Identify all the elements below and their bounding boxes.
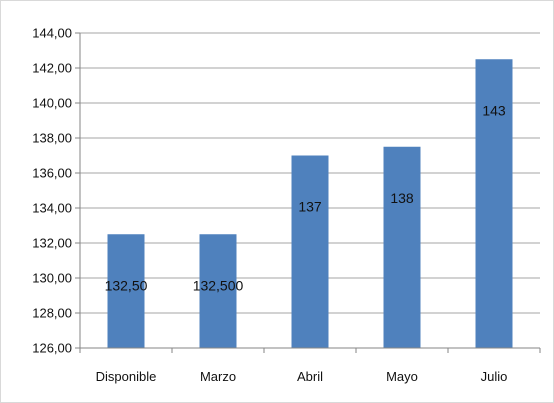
x-tick-label: Disponible bbox=[96, 369, 157, 384]
data-labels: 132,50 132,500 137 138 143 bbox=[105, 102, 506, 293]
bar-mayo bbox=[383, 146, 421, 348]
y-tick-label: 138,00 bbox=[32, 131, 72, 146]
y-tick-label: 132,00 bbox=[32, 236, 72, 251]
data-label: 132,50 bbox=[105, 277, 148, 293]
x-tick-label: Abril bbox=[297, 369, 323, 384]
y-axis-tick-labels: 126,00 128,00 130,00 132,00 134,00 136,00 138,… bbox=[32, 26, 72, 356]
bar-abril bbox=[291, 155, 329, 348]
y-tick-label: 144,00 bbox=[32, 26, 72, 41]
data-label: 138 bbox=[390, 190, 414, 206]
x-tick-label: Mayo bbox=[386, 369, 418, 384]
bars bbox=[107, 59, 513, 348]
y-tick-label: 140,00 bbox=[32, 96, 72, 111]
bar-disponible bbox=[107, 234, 145, 348]
y-tick-label: 126,00 bbox=[32, 341, 72, 356]
axes bbox=[75, 32, 541, 353]
y-tick-label: 128,00 bbox=[32, 306, 72, 321]
y-tick-label: 142,00 bbox=[32, 61, 72, 76]
x-tick-label: Julio bbox=[481, 369, 508, 384]
data-label: 143 bbox=[482, 102, 506, 118]
y-tick-label: 130,00 bbox=[32, 271, 72, 286]
y-tick-label: 136,00 bbox=[32, 166, 72, 181]
y-tick-label: 134,00 bbox=[32, 201, 72, 216]
data-label: 132,500 bbox=[193, 277, 244, 293]
x-axis-tick-labels: Disponible Marzo Abril Mayo Julio bbox=[96, 369, 508, 384]
bar-marzo bbox=[199, 234, 237, 348]
x-tick-label: Marzo bbox=[200, 369, 236, 384]
bar-julio bbox=[475, 59, 513, 348]
data-label: 137 bbox=[298, 199, 322, 215]
